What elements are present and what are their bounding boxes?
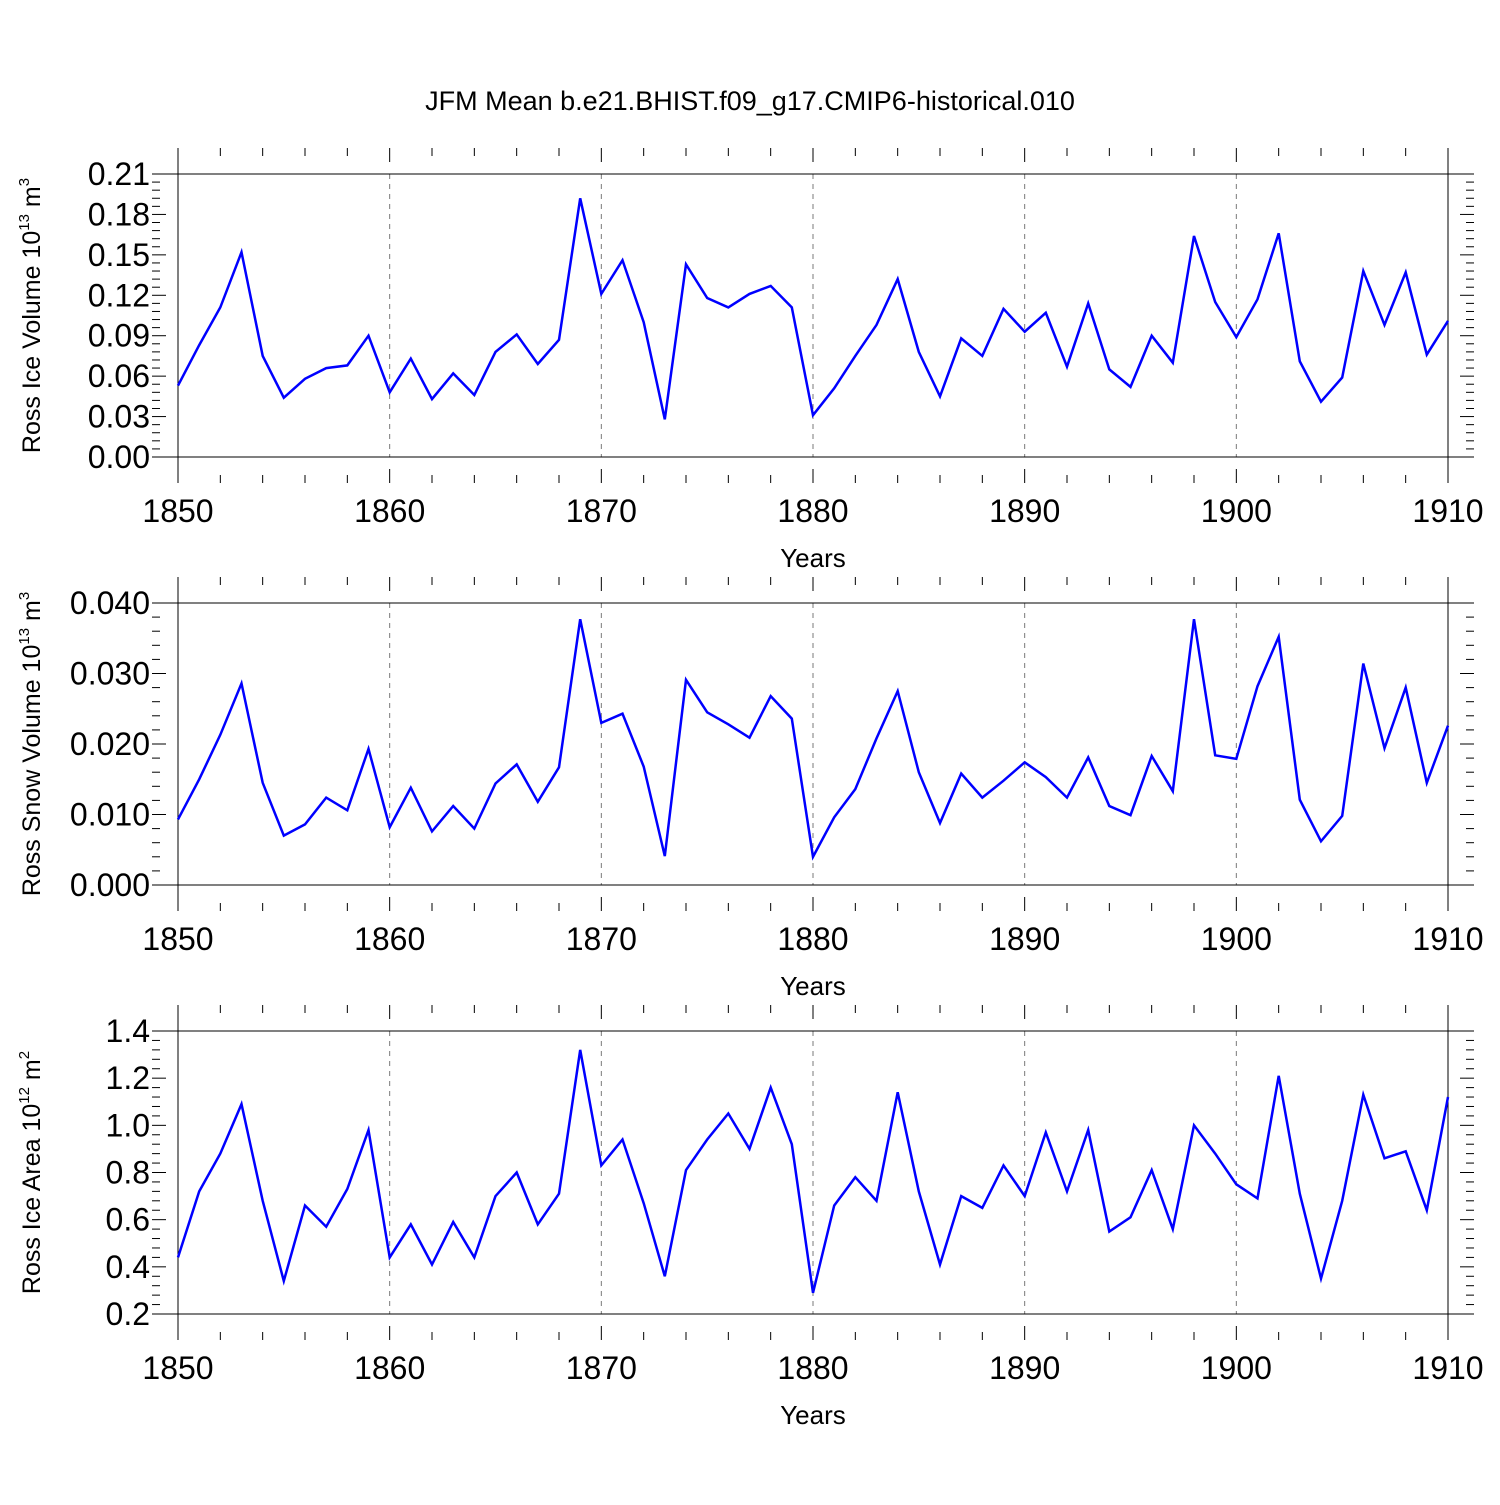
series-line: [176, 1049, 1450, 1294]
y-axis-title-unit-exponent: 2: [16, 1051, 33, 1059]
x-tick-label: 1870: [566, 921, 637, 957]
y-tick-label: 0.2: [106, 1296, 150, 1332]
panel-1: 1850 1860 1870 1880 1890 1900 1910 0.00 0.03 0.06…: [16, 148, 1484, 573]
y-tick-label: 0.040: [70, 585, 150, 621]
x-tick-label: 1870: [566, 1350, 637, 1386]
y-tick-label: 0.18: [88, 196, 150, 232]
x-tick-label: 1860: [354, 493, 425, 529]
y-axis-title: Ross Ice Volume 1013 m3: [16, 178, 46, 453]
x-tick-label: 1870: [566, 493, 637, 529]
y-tick-label: 0.6: [106, 1202, 150, 1238]
x-tick-label: 1860: [354, 921, 425, 957]
y-tick-label: 0.00: [88, 439, 150, 475]
y-tick-label: 0.03: [88, 399, 150, 435]
x-tick-label: 1910: [1412, 1350, 1483, 1386]
y-tick-label: 0.020: [70, 726, 150, 762]
y-axis-title: Ross Ice Area 1012 m2: [16, 1051, 46, 1294]
x-axis-title: Years: [780, 971, 846, 1001]
y-axis-title-text: Ross Snow Volume 10: [18, 645, 46, 897]
x-tick-label: 1910: [1412, 921, 1483, 957]
y-tick-label: 0.030: [70, 656, 150, 692]
y-tick-label: 0.000: [70, 867, 150, 903]
y-tick-label: 0.4: [106, 1249, 150, 1285]
y-tick-label: 1.2: [106, 1060, 150, 1096]
y-axis-title-exponent: 13: [16, 628, 33, 645]
x-tick-label: 1860: [354, 1350, 425, 1386]
y-axis-title-unit: m: [18, 186, 46, 214]
y-tick-label: 0.8: [106, 1155, 150, 1191]
x-tick-label: 1900: [1201, 1350, 1272, 1386]
y-axis-title-unit-exponent: 3: [16, 178, 33, 186]
y-axis-title-unit: m: [18, 1059, 46, 1087]
y-tick-label: 0.06: [88, 358, 150, 394]
y-axis-title-text: Ross Ice Volume 10: [18, 231, 46, 453]
chart-title: JFM Mean b.e21.BHIST.f09_g17.CMIP6-histo…: [425, 86, 1075, 116]
panel-3: 1850 1860 1870 1880 1890 1900 1910 0.2 0.4 0.6 0.8…: [16, 1005, 1484, 1430]
y-tick-label: 0.15: [88, 237, 150, 273]
x-axis-title: Years: [780, 543, 846, 573]
y-tick-label: 1.0: [106, 1107, 150, 1143]
panel-2: 1850 1860 1870 1880 1890 1900 1910 0.000 0.010 0.…: [16, 577, 1484, 1001]
x-tick-label: 1850: [142, 493, 213, 529]
x-tick-label: 1890: [989, 493, 1060, 529]
y-axis-title-unit: m: [18, 600, 46, 628]
x-axis-title: Years: [780, 1400, 846, 1430]
y-axis-title: Ross Snow Volume 1013 m3: [16, 592, 46, 896]
series-line: [176, 198, 1450, 420]
x-tick-label: 1850: [142, 1350, 213, 1386]
y-axis-title-unit-exponent: 3: [16, 592, 33, 600]
y-tick-label: 0.12: [88, 277, 150, 313]
x-tick-label: 1900: [1201, 493, 1272, 529]
y-tick-label: 0.21: [88, 156, 150, 192]
x-tick-label: 1880: [777, 1350, 848, 1386]
x-tick-label: 1850: [142, 921, 213, 957]
y-axis-title-exponent: 13: [16, 214, 33, 231]
y-axis-title-text: Ross Ice Area 10: [18, 1104, 46, 1294]
chart-panels: 1850 1860 1870 1880 1890 1900 1910 0.00 0.03 0.06…: [16, 148, 1484, 1430]
x-tick-label: 1890: [989, 921, 1060, 957]
y-axis-title-exponent: 12: [16, 1087, 33, 1104]
series-line: [176, 618, 1450, 861]
y-tick-label: 0.09: [88, 318, 150, 354]
x-tick-label: 1880: [777, 493, 848, 529]
x-tick-label: 1880: [777, 921, 848, 957]
y-tick-label: 1.4: [106, 1013, 150, 1049]
x-tick-label: 1900: [1201, 921, 1272, 957]
y-tick-label: 0.010: [70, 797, 150, 833]
x-tick-label: 1910: [1412, 493, 1483, 529]
x-tick-label: 1890: [989, 1350, 1060, 1386]
